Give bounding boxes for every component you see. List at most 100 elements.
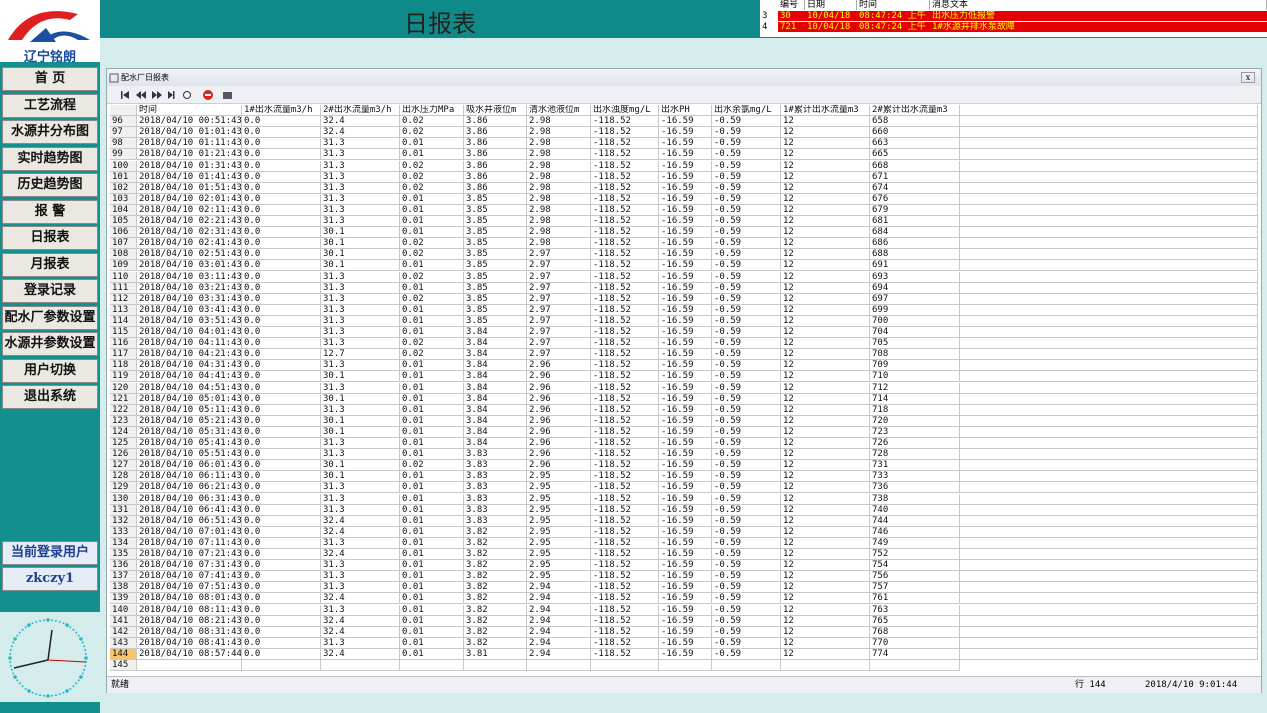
table-cell: 3.83: [464, 482, 527, 494]
table-cell: 12: [781, 482, 870, 494]
user-name: zkczy1: [2, 567, 98, 591]
row-number: 100: [110, 160, 137, 172]
column-filler: [960, 105, 1258, 116]
table-cell: -118.52: [591, 182, 659, 194]
row-number: 142: [110, 626, 137, 638]
menu-button[interactable]: 水源井分布图: [2, 120, 98, 144]
menu-button[interactable]: 报 警: [2, 199, 98, 224]
table-cell: -16.59: [659, 227, 712, 239]
table-cell: 3.84: [464, 360, 527, 372]
table-cell: 2018/04/10 01:31:43: [137, 160, 242, 172]
table-cell: 704: [870, 327, 960, 338]
table-cell: -0.59: [712, 460, 781, 472]
menu-button[interactable]: 月报表: [2, 252, 98, 277]
clock-dot: [62, 622, 65, 625]
table-cell: 32.4: [321, 626, 400, 638]
menu-button[interactable]: 工艺流程: [2, 93, 98, 118]
table-cell: -16.59: [659, 293, 712, 305]
row-number: 99: [110, 149, 137, 161]
table-cell: 12: [781, 604, 870, 616]
table-cell: 12: [781, 260, 870, 272]
alarm-row: [760, 22, 1267, 32]
table-cell: 0.0: [242, 204, 321, 216]
row-number: 98: [110, 138, 137, 150]
row-number: 126: [110, 449, 137, 461]
menu-button[interactable]: 首 页: [2, 67, 98, 91]
table-cell: [960, 526, 1258, 538]
row-number: 101: [110, 171, 137, 183]
table-cell: -16.59: [659, 648, 712, 660]
table-cell: 0.02: [400, 238, 464, 250]
menu-button[interactable]: 配水厂参数设置: [2, 305, 98, 330]
table-cell: -0.59: [712, 404, 781, 416]
table-cell: -16.59: [659, 315, 712, 327]
table-cell: 668: [870, 160, 960, 172]
table-cell: 710: [870, 371, 960, 383]
close-button[interactable]: x: [1241, 72, 1255, 83]
menu-button[interactable]: 登录记录: [2, 279, 98, 303]
table-cell: 3.86: [464, 160, 527, 172]
table-cell: 0.01: [400, 393, 464, 405]
table-cell: -118.52: [591, 626, 659, 638]
table-cell: -0.59: [712, 571, 781, 583]
clock-dot: [16, 634, 19, 637]
row-number: 119: [110, 371, 137, 383]
alarm-cell: 4: [760, 22, 778, 32]
table-cell: 2018/04/10 06:01:43: [137, 460, 242, 472]
menu-button[interactable]: 用户切换: [2, 358, 98, 383]
table-cell: 2.96: [527, 460, 591, 472]
table-cell: -0.59: [712, 338, 781, 350]
table-cell: 2018/04/10 06:31:43: [137, 493, 242, 505]
table-cell: 2.97: [527, 327, 591, 338]
alarm-header: 消息文本: [930, 0, 1267, 10]
table-cell: 761: [870, 593, 960, 605]
table-cell: 2018/04/10 07:51:43: [137, 582, 242, 594]
table-cell: 2.95: [527, 471, 591, 483]
table-cell: -118.52: [591, 549, 659, 560]
table-cell: [960, 604, 1258, 616]
row-number: 108: [110, 249, 137, 261]
table-cell: -118.52: [591, 282, 659, 294]
table-cell: -0.59: [712, 426, 781, 438]
table-cell: 0.0: [242, 393, 321, 405]
row-number: 140: [110, 604, 137, 616]
menu-button[interactable]: 历史趋势图: [2, 173, 98, 197]
table-cell: -16.59: [659, 626, 712, 638]
table-cell: -16.59: [659, 537, 712, 549]
table-cell: 0.02: [400, 249, 464, 261]
clock: [0, 612, 100, 702]
menu-button[interactable]: 实时趋势图: [2, 146, 98, 171]
table-cell: 12: [781, 227, 870, 239]
table-cell: 0.0: [242, 482, 321, 494]
clock-dot: [10, 668, 13, 671]
table-cell: -118.52: [591, 571, 659, 583]
table-cell: 697: [870, 293, 960, 305]
table-cell: -118.52: [591, 193, 659, 205]
table-cell: 2.98: [527, 238, 591, 250]
user-label: 当前登录用户: [2, 541, 98, 565]
table-cell: -118.52: [591, 382, 659, 394]
menu-button[interactable]: 日报表: [2, 226, 98, 250]
status-bar: 就绪 行 144 2018/4/10 9:01:44: [107, 676, 1261, 693]
table-cell: -16.59: [659, 260, 712, 272]
table-cell: 746: [870, 526, 960, 538]
clock-dot: [24, 626, 27, 629]
toolbar-icons[interactable]: [107, 86, 247, 104]
table-cell: 31.3: [321, 315, 400, 327]
table-cell: 0.01: [400, 549, 464, 560]
menu-button[interactable]: 水源井参数设置: [2, 332, 98, 356]
table-cell: [960, 626, 1258, 638]
table-cell: 0.0: [242, 549, 321, 560]
table-cell: 2018/04/10 08:57:44: [137, 648, 242, 660]
clock-dot: [13, 637, 17, 641]
table-cell: 0.01: [400, 315, 464, 327]
table-cell: [870, 660, 960, 671]
table-cell: 12: [781, 338, 870, 350]
table-cell: 691: [870, 260, 960, 272]
table-cell: 31.3: [321, 282, 400, 294]
column-header: 出水浊度mg/L: [591, 105, 659, 116]
row-number: 107: [110, 238, 137, 250]
table-cell: 3.84: [464, 338, 527, 350]
menu-button[interactable]: 退出系统: [2, 385, 98, 409]
table-cell: 0.02: [400, 460, 464, 472]
